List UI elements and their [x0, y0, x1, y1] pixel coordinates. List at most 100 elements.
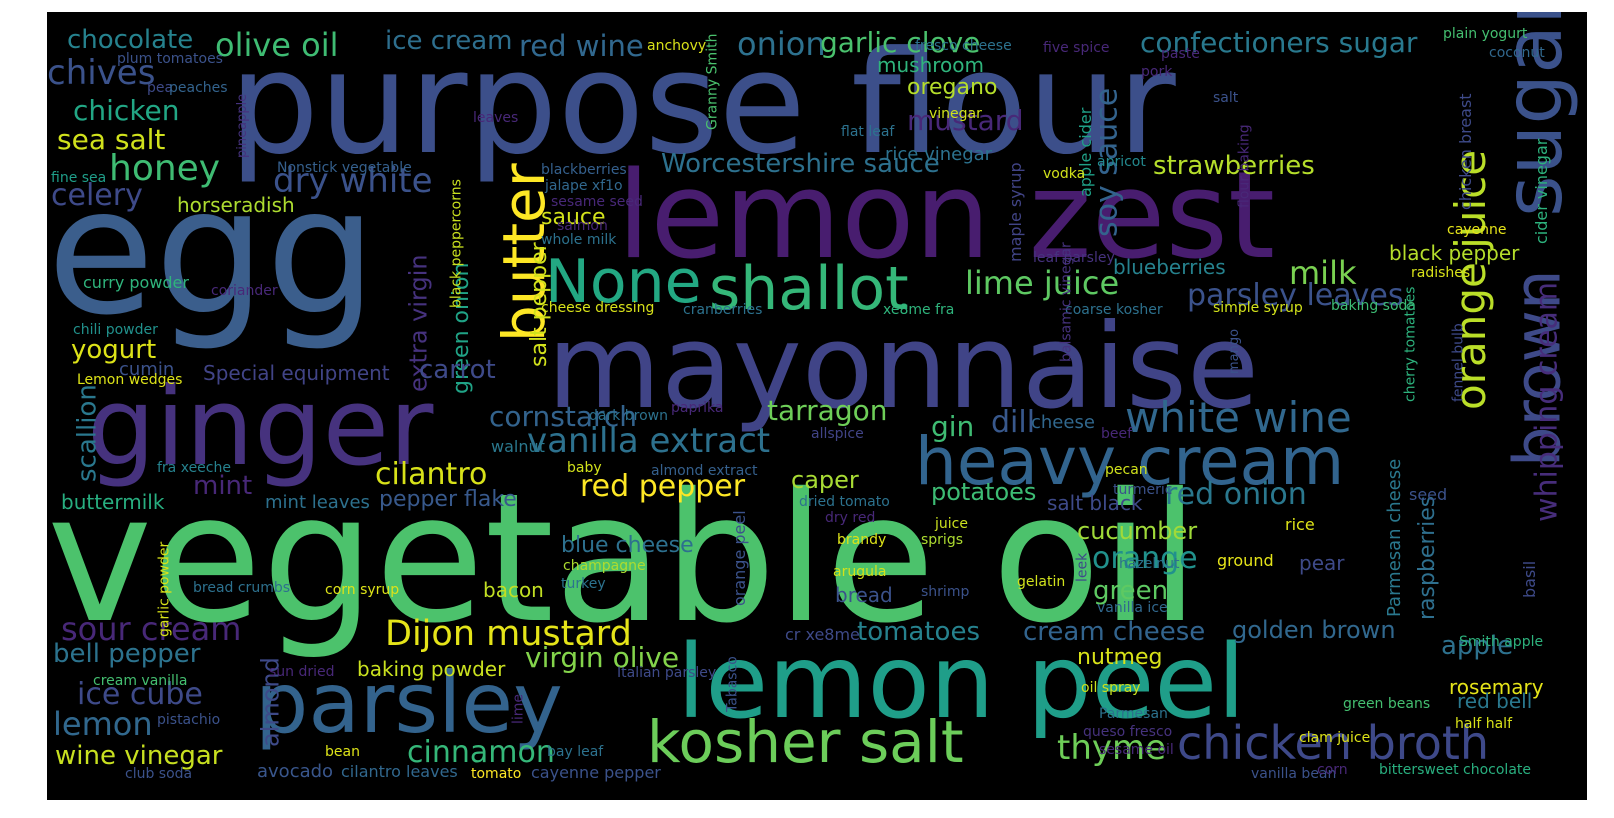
word-ice-cream: ice cream [385, 26, 512, 56]
word-oil-spray: oil spray [1081, 680, 1141, 696]
word-chocolate: chocolate [67, 25, 193, 55]
word-golden-brown: golden brown [1232, 616, 1396, 644]
word-special-equipment: Special equipment [203, 361, 390, 385]
word-jalape-xf1o: jalape xf1o [544, 178, 623, 194]
word-lime: lime [511, 694, 527, 724]
word-buttermilk: buttermilk [61, 490, 165, 514]
word-cr-xe8me: cr xe8me [785, 625, 860, 644]
word-balsamic-vinegar: balsamic vinegar [1059, 242, 1075, 362]
word-vodka: vodka [1043, 166, 1085, 182]
word-orange-juice: orange juice [1446, 150, 1495, 410]
word-curry-powder: curry powder [83, 273, 189, 292]
word-leaves: leaves [473, 110, 518, 126]
word-pork: pork [1141, 64, 1173, 80]
word-shallot: shallot [709, 254, 909, 324]
word-cinnamon: cinnamon [407, 735, 555, 770]
word-flat-leaf: flat leaf [841, 124, 895, 140]
word-rice: rice [1285, 515, 1315, 534]
word-basil: basil [1520, 561, 1539, 598]
word-salmon: salmon [557, 218, 608, 234]
word-horseradish: horseradish [177, 193, 295, 217]
word-cayenne: cayenne [1447, 222, 1507, 238]
word-mint: mint [193, 471, 252, 501]
word-club-soda: club soda [125, 766, 192, 782]
word-nutmeg: nutmeg [1077, 645, 1162, 670]
word-rosemary: rosemary [1449, 675, 1544, 699]
word-walnut: walnut [491, 437, 545, 456]
word-kosher-salt: kosher salt [647, 708, 964, 776]
word-sugar: sugar [1487, 12, 1580, 217]
word-green-beans: green beans [1343, 696, 1430, 712]
word-flour-baking: flour baking [1237, 124, 1253, 208]
word-mayonnaise: mayonnaise [547, 298, 1259, 435]
word-apple-cider: apple cider [1076, 107, 1095, 197]
word-fine-sea: fine sea [51, 170, 106, 186]
word-beef: beef [1101, 426, 1133, 442]
word-corn: corn [1317, 762, 1348, 778]
word-lime-juice: lime juice [965, 264, 1119, 302]
word-coarse-kosher: coarse kosher [1065, 302, 1163, 318]
word-anchovy: anchovy [647, 38, 706, 54]
word-salt-pepper: salt pepper [527, 241, 552, 367]
word-vegetable-oil: vegetable oil [47, 455, 1200, 662]
word-cheese: cheese [1031, 412, 1095, 433]
word-hazelnut: hazelnut [1119, 556, 1180, 572]
word-cumin: cumin [119, 359, 174, 380]
word-sea-salt: sea salt [57, 123, 165, 156]
word-juice: juice [934, 516, 968, 532]
word-apple: apple [1441, 631, 1513, 661]
word-lemon: lemon [53, 705, 153, 743]
word-dry-white: dry white [273, 161, 433, 201]
word-oregano: oregano [907, 75, 997, 100]
word-dried-tomato: dried tomato [799, 494, 890, 510]
word-whipping-cream: whipping cream [1530, 282, 1565, 522]
word-garlic-powder: garlic powder [157, 541, 173, 637]
word-thyme: thyme [1057, 728, 1166, 768]
word-dry-red: dry red [825, 510, 875, 526]
word-vanilla-extract: vanilla extract [527, 421, 770, 461]
word-brown: brown [1501, 269, 1575, 467]
word-bread-crumbs: bread crumbs [193, 580, 290, 596]
word-red-onion: red onion [1165, 477, 1307, 512]
word-cheese-dressing: cheese dressing [541, 300, 654, 316]
word-cloud-background [47, 12, 1587, 800]
word-tabasco: Tabasco [725, 656, 741, 713]
word-vanilla-bean: vanilla bean [1251, 766, 1336, 782]
word-blackberries: blackberries [541, 162, 627, 178]
word-sun-dried: sun dried [269, 664, 335, 680]
word-caper: caper [791, 466, 859, 494]
word-queso-fresco: queso fresco [1083, 724, 1172, 740]
word-salt: salt [1213, 90, 1239, 106]
word-parmesan-cheese: Parmesan cheese [1384, 459, 1405, 617]
word-coriander: coriander [211, 283, 278, 299]
word-mustard: mustard [907, 104, 1024, 137]
word-pear: pear [1299, 551, 1345, 575]
word-ginger: ginger [87, 365, 434, 490]
word-arugula: arugula [833, 564, 886, 580]
word-virgin-olive: virgin olive [525, 641, 679, 674]
word-turmeric: turmeric [1113, 482, 1172, 498]
word-bell-pepper: bell pepper [53, 639, 201, 669]
word-olive-oil: olive oil [215, 26, 339, 64]
word-simple-syrup: simple syrup [1213, 300, 1303, 316]
word-baby: baby [567, 460, 602, 476]
word-none: None [545, 247, 702, 317]
word-gelatin: gelatin [1017, 574, 1065, 590]
word-leek: leek [1075, 552, 1091, 582]
word-salt-black: salt black [1047, 491, 1143, 515]
word-cornstarch: cornstarch [489, 400, 637, 433]
word-orange-peel: orange peel [730, 510, 749, 606]
word-green-onion: green onion [449, 263, 474, 394]
word-pepper-flake: pepper flake [379, 487, 517, 512]
word-fennel-bulb: fennel bulb [1451, 323, 1467, 402]
word-coconut: coconut [1489, 45, 1545, 61]
word-blueberries: blueberries [1113, 255, 1226, 279]
word-peaches: peaches [169, 80, 228, 96]
word-sesame-seed: sesame seed [551, 194, 643, 210]
word-brandy: brandy [837, 532, 886, 548]
word-bread: bread [835, 583, 893, 607]
word-tomato: tomato [471, 766, 521, 782]
word-ice-cube: ice cube [77, 677, 203, 712]
word-red-bell: red bell [1457, 689, 1532, 713]
word-dijon-mustard: Dijon mustard [385, 614, 632, 654]
